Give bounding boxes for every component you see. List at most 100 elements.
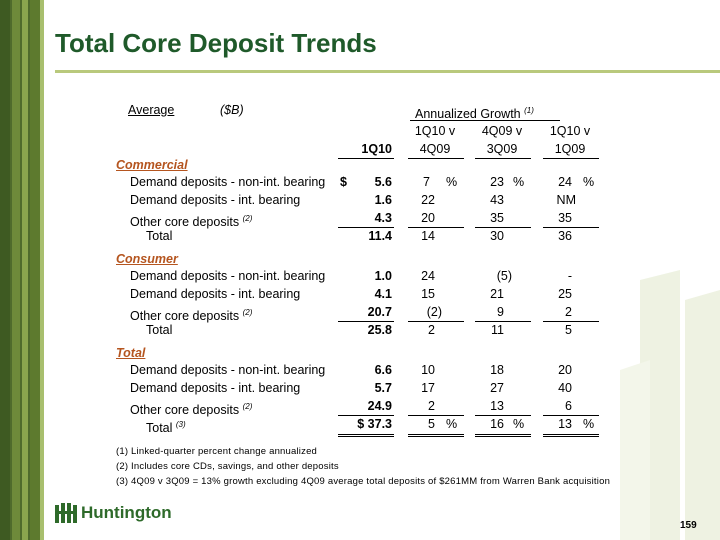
value-4q09-v-3q09: 27: [490, 381, 504, 395]
col4-top: 1Q10 v: [549, 124, 591, 138]
sidebar-stripe: [40, 0, 44, 540]
col3-header-underline: [475, 158, 531, 159]
value-1q10-v-4q09: 5: [428, 417, 435, 431]
footnote-3: (3) 4Q09 v 3Q09 = 13% growth excluding 4…: [116, 476, 611, 487]
value-1q10-v-1q09: 24: [558, 175, 572, 189]
sidebar-stripe: [0, 0, 10, 540]
value-1q10-v-1q09: -: [567, 269, 572, 283]
row-label-total: Total: [146, 229, 173, 243]
value-1q10: 20.7: [367, 305, 392, 319]
growth-header: Annualized Growth (1): [415, 103, 534, 122]
average-label: Average: [128, 103, 175, 117]
subtotal-line: [543, 415, 599, 416]
unit-label: ($B): [220, 103, 244, 117]
row-label: Demand deposits - int. bearing: [130, 381, 301, 395]
value-1q10-v-1q09: 35: [558, 211, 572, 225]
percent-sign: %: [513, 175, 525, 189]
value-1q10-v-4q09: 7: [423, 175, 430, 189]
value-1q10: 24.9: [367, 399, 392, 413]
value-1q10-v-1q09: 5: [565, 323, 572, 337]
grand-total-double-line: [475, 434, 531, 437]
value-1q10: $ 37.3: [357, 417, 392, 431]
value-1q10-v-4q09: 24: [421, 269, 435, 283]
value-1q10: 11.4: [368, 229, 392, 243]
row-label-wrap: Other core deposits (2): [130, 211, 252, 230]
value-4q09-v-3q09: 18: [490, 363, 504, 377]
value-1q10: 5.7: [374, 381, 392, 395]
value-4q09-v-3q09: 11: [491, 323, 504, 337]
value-1q10-v-4q09: 10: [421, 363, 435, 377]
row-label-wrap: Other core deposits (2): [130, 305, 252, 324]
row-label: Demand deposits - non-int. bearing: [130, 175, 326, 189]
row-label-total: Total: [146, 323, 173, 337]
company-logo: Huntington: [55, 503, 172, 523]
row-label-wrap: Total (3): [146, 417, 186, 436]
section-consumer: Consumer: [116, 252, 178, 266]
col2-top: 1Q10 v: [414, 124, 456, 138]
subtotal-line: [475, 227, 531, 228]
value-1q10: 4.1: [374, 287, 392, 301]
footnote-ref: (2): [242, 214, 253, 223]
row-label: Demand deposits - non-int. bearing: [130, 363, 326, 377]
subtotal-line: [475, 415, 531, 416]
value-1q10-v-4q09: (2): [426, 305, 442, 319]
col3-bottom: 3Q09: [486, 142, 518, 156]
col1-header-underline: [338, 158, 394, 159]
grand-total-double-line: [543, 434, 599, 437]
row-label-total: Total: [146, 421, 173, 436]
title-divider: [55, 70, 720, 73]
sidebar-stripe: [22, 0, 28, 540]
section-total: Total: [116, 346, 146, 360]
percent-sign: %: [446, 417, 458, 431]
percent-sign: %: [583, 175, 595, 189]
col2-bottom: 4Q09: [419, 142, 451, 156]
value-1q10-v-4q09: 22: [421, 193, 435, 207]
value-1q10-v-1q09: 6: [565, 399, 572, 413]
growth-label: Annualized Growth: [415, 107, 521, 122]
value-1q10: 5.6: [374, 175, 392, 189]
subtotal-line: [338, 415, 394, 416]
footnote-1: (1) Linked-quarter percent change annual…: [116, 446, 318, 457]
value-1q10-v-1q09: 2: [565, 305, 572, 319]
value-1q10-v-1q09: 36: [558, 229, 572, 243]
sidebar-stripe: [30, 0, 40, 540]
row-label: Demand deposits - int. bearing: [130, 287, 301, 301]
value-1q10-v-1q09: NM: [556, 193, 576, 207]
value-1q10-v-1q09: 13: [558, 417, 572, 431]
header-underline: [410, 120, 560, 121]
value-4q09-v-3q09: 21: [490, 287, 504, 301]
sidebar-stripe: [12, 0, 20, 540]
watermark-graphic: [620, 270, 720, 540]
footnote-ref: (3): [175, 420, 186, 429]
col4-header-underline: [543, 158, 599, 159]
currency-sign: $: [340, 175, 347, 189]
row-label-wrap: Other core deposits (2): [130, 399, 252, 418]
logo-wordmark: Huntington: [81, 503, 172, 522]
page-title: Total Core Deposit Trends: [55, 28, 377, 58]
footnote-ref: (2): [242, 402, 253, 411]
grand-total-double-line: [408, 434, 464, 437]
value-1q10-v-4q09: 17: [421, 381, 435, 395]
subtotal-line: [338, 227, 394, 228]
col4-bottom: 1Q09: [554, 142, 586, 156]
value-1q10-v-4q09: 2: [428, 399, 435, 413]
value-4q09-v-3q09: 30: [490, 229, 504, 243]
col2-header-underline: [408, 158, 464, 159]
value-1q10: 4.3: [374, 211, 392, 225]
subtotal-line: [408, 227, 464, 228]
page-number: 159: [680, 520, 697, 531]
row-label: Other core deposits: [130, 309, 240, 324]
percent-sign: %: [446, 175, 458, 189]
value-4q09-v-3q09: (5): [496, 269, 512, 283]
footnote-ref: (2): [242, 308, 253, 317]
grand-total-double-line: [338, 434, 394, 437]
huntington-logo-icon: [55, 503, 77, 523]
value-4q09-v-3q09: 13: [490, 399, 504, 413]
value-1q10: 1.0: [374, 269, 392, 283]
value-4q09-v-3q09: 43: [490, 193, 504, 207]
subtotal-line: [543, 321, 599, 322]
decorative-sidebar: [0, 0, 44, 540]
value-1q10: 25.8: [367, 323, 392, 337]
subtotal-line: [408, 415, 464, 416]
row-label: Other core deposits: [130, 215, 240, 230]
